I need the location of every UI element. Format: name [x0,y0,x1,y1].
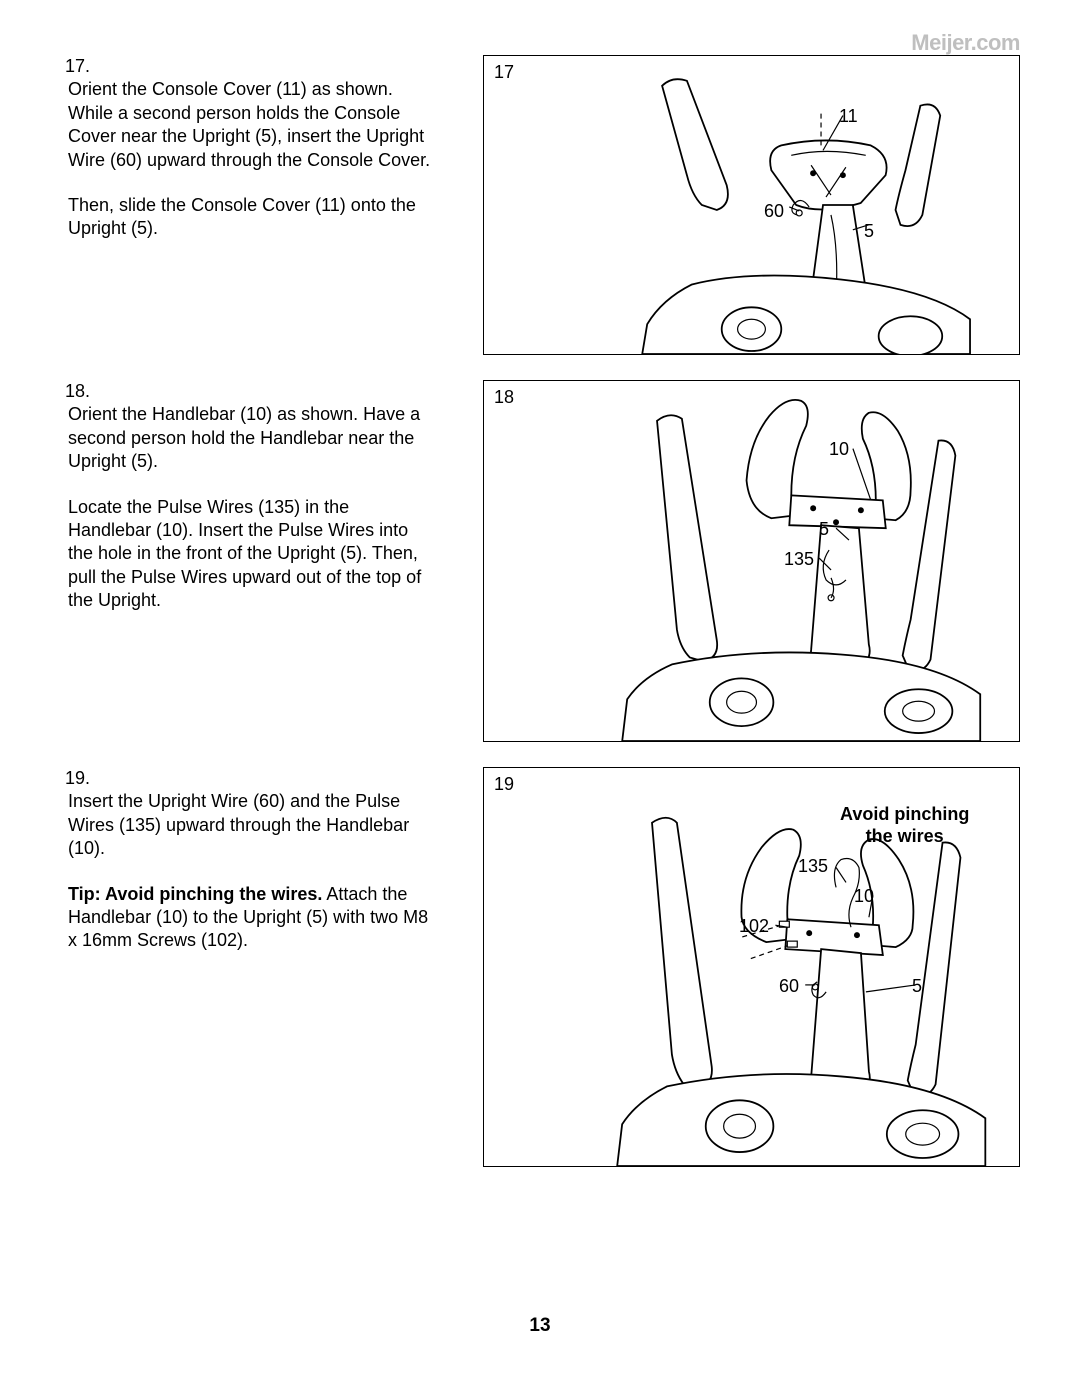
step-para: Locate the Pulse Wires (135) in the Hand… [68,496,433,613]
figure-col-19: 19 [483,767,1020,1167]
callout-60: 60 [764,201,784,222]
step-number: 17. [60,55,90,78]
step-para: Orient the Console Cover (11) as shown. … [68,78,433,172]
step-body: Orient the Console Cover (11) as shown. … [68,78,433,240]
step-row-18: 18. Orient the Handlebar (10) as shown. … [60,380,1020,742]
figure-number: 19 [494,774,514,795]
step-number: 18. [60,380,90,403]
warning-line2: the wires [866,826,944,846]
step-para: Insert the Upright Wire (60) and the Pul… [68,790,433,860]
diagram-18-svg [484,381,1019,741]
callout-5: 5 [864,221,874,242]
brand-watermark: Meijer.com [911,30,1020,56]
callout-11: 11 [839,106,858,127]
figure-col-18: 18 [483,380,1020,742]
step-para-tip: Tip: Avoid pinching the wires. Attach th… [68,883,433,953]
figure-col-17: 17 [483,55,1020,355]
step-body: Insert the Upright Wire (60) and the Pul… [68,790,433,952]
callout-5: 5 [819,519,829,540]
step-row-17: 17. Orient the Console Cover (11) as sho… [60,55,1020,355]
figure-17: 17 [483,55,1020,355]
callout-10: 10 [829,439,849,460]
tip-bold: Tip: Avoid pinching the wires. [68,884,322,904]
step-para: Then, slide the Console Cover (11) onto … [68,194,433,241]
warning-text: Avoid pinching the wires [840,804,969,847]
figure-19: 19 [483,767,1020,1167]
diagram-17-svg [484,56,1019,354]
figure-number: 18 [494,387,514,408]
page-number: 13 [0,1315,1080,1337]
step-text-19: 19. Insert the Upright Wire (60) and the… [60,767,465,1167]
figure-number: 17 [494,62,514,83]
step-body: Orient the Handlebar (10) as shown. Have… [68,403,433,612]
callout-135: 135 [798,856,828,877]
step-text-18: 18. Orient the Handlebar (10) as shown. … [60,380,465,742]
figure-18: 18 [483,380,1020,742]
callout-10: 10 [854,886,874,907]
step-para: Orient the Handlebar (10) as shown. Have… [68,403,433,473]
manual-page: Meijer.com 17. Orient the Console Cover … [0,0,1080,1397]
content-area: 17. Orient the Console Cover (11) as sho… [60,30,1020,1167]
warning-line1: Avoid pinching [840,804,969,824]
step-text-17: 17. Orient the Console Cover (11) as sho… [60,55,465,355]
callout-60: 60 [779,976,799,997]
callout-102: 102 [739,916,769,937]
callout-5: 5 [912,976,922,997]
step-row-19: 19. Insert the Upright Wire (60) and the… [60,767,1020,1167]
callout-135: 135 [784,549,814,570]
step-number: 19. [60,767,90,790]
